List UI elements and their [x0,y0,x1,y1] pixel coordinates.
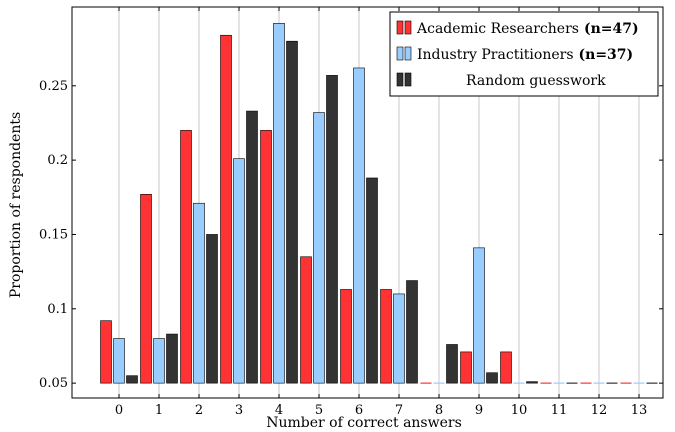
legend-count: (n=47) [584,21,639,37]
legend-box [389,11,659,97]
x-axis-ticks: 0 1 2 3 4 5 6 7 8 9 10 11 12 13 [115,7,647,418]
bar [126,375,138,384]
x-tick-label: 13 [631,403,648,418]
plot-frame [71,6,664,399]
legend-count: (n=37) [579,47,634,63]
x-tick-label: 12 [591,403,608,418]
bar [286,40,298,384]
bar [100,320,112,384]
bar [340,289,352,384]
y-tick-label: 0.1 [47,302,68,317]
legend-label: Industry Practitioners (n=37) [417,47,633,63]
bar [500,351,512,384]
legend-swatch [404,20,412,35]
legend-swatch [404,46,412,61]
bar [460,351,472,384]
y-tick-label: 0.2 [47,153,68,168]
bar [206,234,218,384]
x-tick-label: 6 [355,403,363,418]
bar [246,110,258,384]
legend-swatch [396,20,404,35]
legend: Academic Researchers (n=47) Industry Pract… [389,11,659,97]
bar [233,158,245,384]
bar [300,256,312,384]
y-axis-ticks: 0.05 0.1 0.15 0.2 0.25 [39,79,663,391]
x-tick-label: 10 [511,403,528,418]
bar [353,67,365,384]
y-axis-label: Proportion of respondents [8,112,24,298]
x-tick-label: 9 [475,403,483,418]
bar [406,280,418,384]
bar [313,112,325,384]
legend-swatch [404,72,412,87]
bar [366,177,378,384]
bars [100,23,658,384]
x-tick-label: 4 [275,403,283,418]
bar [166,333,178,384]
x-tick-label: 1 [155,403,163,418]
x-tick-label: 2 [195,403,203,418]
bar [326,75,338,384]
legend-label: Academic Researchers (n=47) [416,21,639,37]
x-axis-label: Number of correct answers [266,415,462,431]
bar [180,130,192,384]
y-tick-label: 0.15 [39,227,68,242]
y-tick-label: 0.25 [39,79,68,94]
bar [140,194,152,384]
x-tick-label: 8 [435,403,443,418]
bar [153,338,165,384]
bar [473,247,485,384]
x-tick-label: 5 [315,403,323,418]
bar [380,289,392,384]
bar [393,293,405,384]
x-tick-label: 3 [235,403,243,418]
bar [260,130,272,384]
bar [193,202,205,384]
x-tick-label: 11 [551,403,568,418]
bar [526,381,538,384]
legend-swatch [396,46,404,61]
y-tick-label: 0.05 [39,376,68,391]
plot-border [71,6,664,399]
bar [220,34,232,384]
bar [273,23,285,384]
bar [446,344,458,384]
bar [113,338,125,384]
legend-swatch [396,72,404,87]
legend-label: Random guesswork [466,73,606,89]
bar [486,372,498,384]
x-tick-label: 7 [395,403,403,418]
x-tick-label: 0 [115,403,123,418]
